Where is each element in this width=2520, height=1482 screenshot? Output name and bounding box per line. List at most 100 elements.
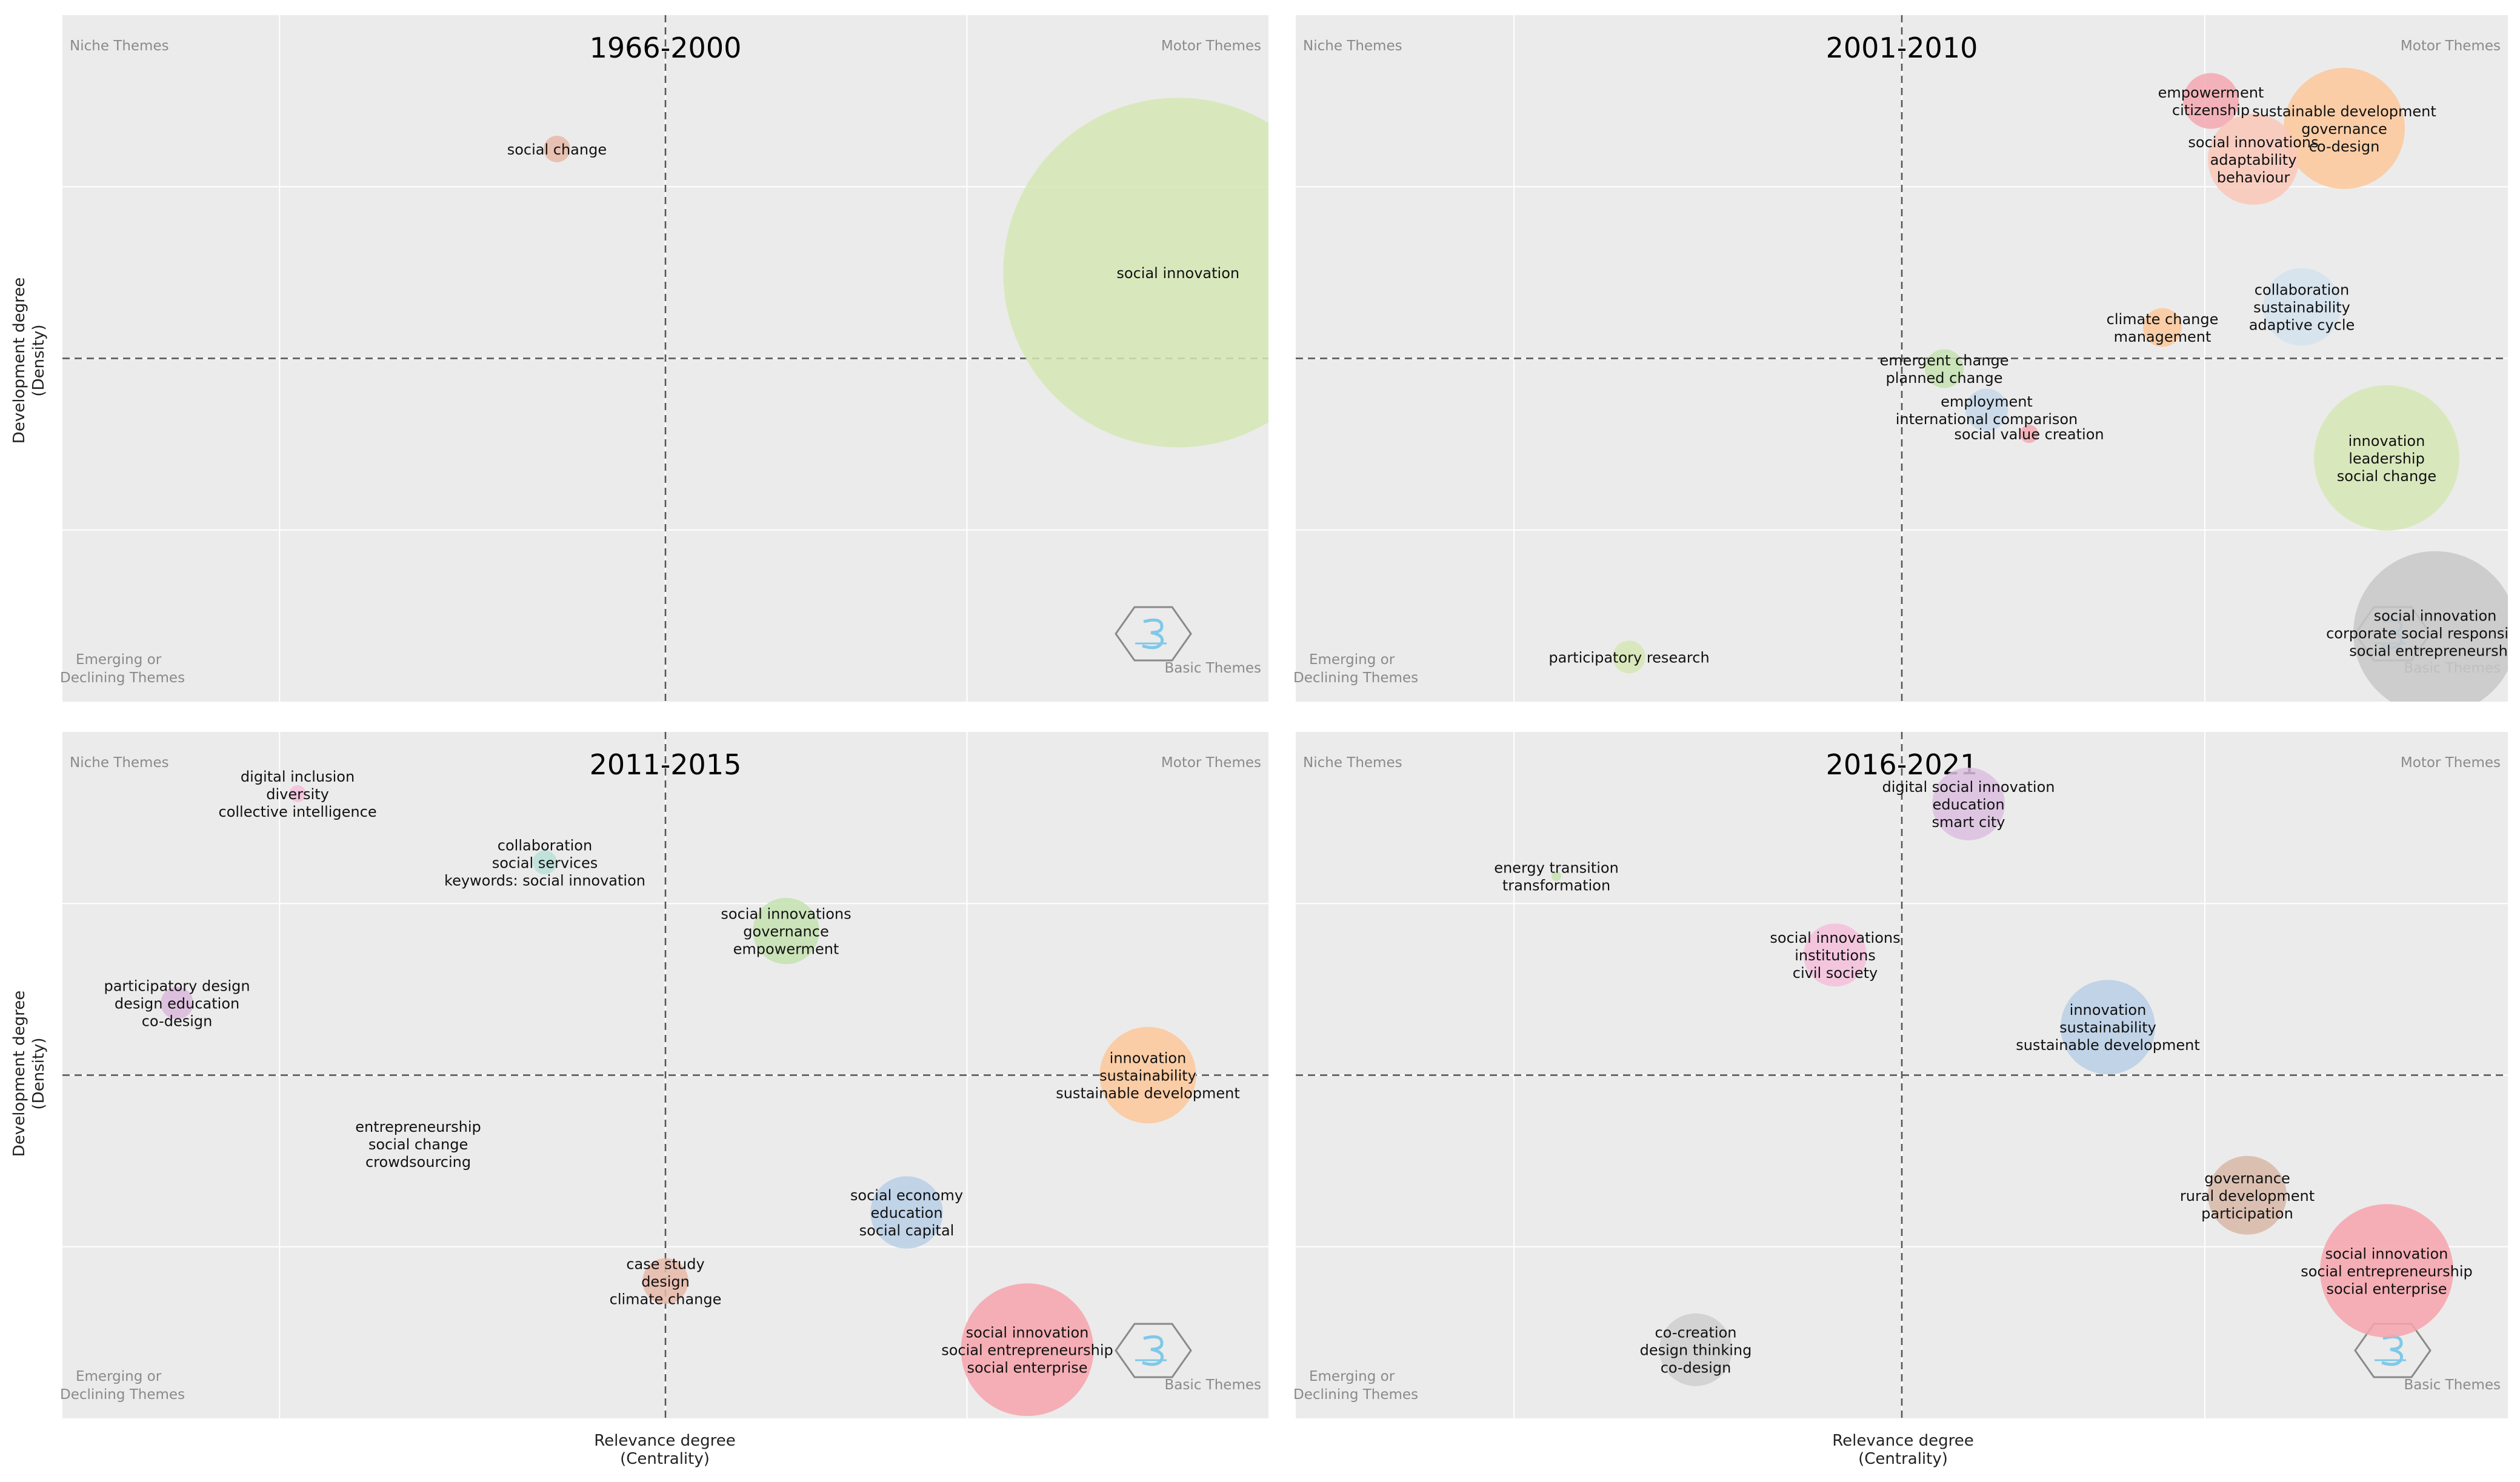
theme-label: smart city bbox=[1932, 814, 2005, 831]
theme-label: digital social innovation bbox=[1882, 779, 2055, 796]
theme-label: social innovation bbox=[966, 1324, 1089, 1341]
theme-label: emergent change bbox=[1880, 352, 2009, 369]
theme-bubble bbox=[1552, 871, 1561, 881]
theme-label: employment bbox=[1941, 393, 2033, 410]
theme-label: citizenship bbox=[2172, 102, 2250, 119]
logo-glyph bbox=[1142, 618, 1164, 650]
theme-label: adaptability bbox=[2210, 151, 2297, 168]
quadrant-label-emerging: Emerging or bbox=[1309, 652, 1395, 668]
theme-label: co-design bbox=[142, 1013, 213, 1030]
logo-hexagon bbox=[1115, 606, 1192, 662]
quadrant-label-declining: Declining Themes bbox=[1293, 670, 1418, 686]
bibliometrix-hexagon-logo bbox=[1115, 606, 1192, 662]
bubbles bbox=[161, 785, 1196, 1417]
theme-label: transformation bbox=[1502, 877, 1610, 894]
theme-bubble bbox=[1804, 923, 1867, 987]
theme-label: co-creation bbox=[1655, 1324, 1737, 1341]
theme-label: innovation bbox=[2348, 433, 2425, 450]
x-axis-label-right: Relevance degree bbox=[1832, 1432, 1974, 1450]
theme-label: social change bbox=[368, 1136, 468, 1153]
theme-label: management bbox=[2114, 328, 2212, 345]
theme-bubble bbox=[1613, 640, 1645, 674]
x-axis-sublabel-right: (Centrality) bbox=[1858, 1450, 1948, 1468]
theme-bubble bbox=[1003, 98, 1268, 448]
theme-label: governance bbox=[2204, 1170, 2290, 1187]
panel-4: Niche Themes Motor Themes Emerging or Decli… bbox=[1293, 732, 2508, 1418]
theme-bubble bbox=[533, 850, 557, 875]
bubbles bbox=[1552, 767, 2453, 1386]
theme-label: social entrepreneurship bbox=[2301, 1263, 2473, 1280]
theme-label: participation bbox=[2201, 1205, 2293, 1222]
theme-label: social change bbox=[2337, 468, 2436, 485]
y-axis-label-top: Development degree bbox=[10, 277, 28, 444]
theme-label: participatory research bbox=[1548, 649, 1709, 666]
theme-label: sustainable development bbox=[2252, 103, 2436, 120]
theme-label: social innovation bbox=[2374, 608, 2497, 625]
theme-label: design bbox=[641, 1273, 690, 1290]
theme-label: sustainable development bbox=[1056, 1085, 1240, 1102]
theme-label: sustainability bbox=[2253, 299, 2350, 316]
quadrant-label-emerging: Emerging or bbox=[1309, 1369, 1395, 1384]
theme-label: digital inclusion bbox=[241, 768, 355, 785]
theme-label: governance bbox=[2301, 121, 2387, 138]
theme-bubble bbox=[2208, 1155, 2287, 1235]
theme-bubble bbox=[2183, 73, 2239, 129]
theme-label: participatory design bbox=[104, 978, 250, 995]
theme-bubble bbox=[2061, 980, 2155, 1075]
theme-bubble bbox=[2143, 308, 2182, 347]
quadrant-label-basic: Basic Themes bbox=[1164, 660, 1261, 676]
theme-bubble bbox=[2314, 385, 2459, 531]
quadrant-label-emerging: Emerging or bbox=[76, 652, 162, 668]
theme-label: climate change bbox=[610, 1291, 722, 1308]
theme-label: adaptive cycle bbox=[2249, 317, 2355, 334]
theme-bubble bbox=[1925, 349, 1964, 388]
theme-bubble bbox=[2263, 268, 2341, 346]
theme-label: education bbox=[1932, 796, 2004, 813]
quadrant-label-motor: Motor Themes bbox=[1161, 755, 1261, 771]
theme-bubble bbox=[1965, 388, 2008, 431]
theme-label: co-design bbox=[2309, 138, 2380, 155]
theme-bubble bbox=[544, 136, 570, 162]
theme-label: case study bbox=[626, 1255, 704, 1272]
theme-bubble bbox=[1099, 1026, 1196, 1124]
theme-label: collaboration bbox=[2255, 282, 2349, 299]
theme-label: corporate social responsibility bbox=[2326, 625, 2520, 642]
y-axis-label-bottom: Development degree bbox=[10, 991, 28, 1157]
quadrant-label-niche: Niche Themes bbox=[1303, 38, 1402, 54]
theme-label: rural development bbox=[2180, 1188, 2315, 1205]
quadrant-label-basic: Basic Themes bbox=[2404, 1377, 2501, 1393]
theme-label: innovation bbox=[2070, 1002, 2147, 1018]
panel-title: 1966-2000 bbox=[590, 32, 742, 64]
theme-label: social entrepreneurship bbox=[2349, 643, 2520, 660]
theme-label: institutions bbox=[1795, 947, 1876, 964]
theme-label: social entrepreneurship bbox=[941, 1342, 1113, 1359]
theme-label: innovation bbox=[1110, 1050, 1187, 1067]
panels-group: Niche Themes Motor Themes Emerging or Decli… bbox=[60, 15, 2520, 1418]
theme-label: planned change bbox=[1886, 370, 2003, 387]
bubbles bbox=[544, 98, 1268, 448]
quadrant-label-declining: Declining Themes bbox=[1293, 1387, 1418, 1403]
x-axis-label-left: Relevance degree bbox=[594, 1432, 736, 1450]
bubbles bbox=[1613, 67, 2508, 702]
theme-bubble bbox=[870, 1176, 943, 1249]
theme-label: social enterprise bbox=[2326, 1280, 2447, 1297]
logo-hexagon bbox=[1115, 1323, 1192, 1378]
quadrant-label-niche: Niche Themes bbox=[70, 755, 169, 771]
bubble-labels: digital social innovationeducationsmart … bbox=[1494, 779, 2473, 1377]
quadrant-label-niche: Niche Themes bbox=[1303, 755, 1402, 771]
theme-label: social capital bbox=[859, 1222, 955, 1239]
theme-label: crowdsourcing bbox=[365, 1154, 471, 1171]
theme-bubble bbox=[161, 986, 193, 1020]
theme-bubble bbox=[961, 1283, 1094, 1417]
theme-label: climate change bbox=[2107, 311, 2219, 328]
theme-bubble bbox=[2320, 1204, 2453, 1338]
theme-label: social enterprise bbox=[967, 1360, 1087, 1377]
theme-label: social services bbox=[492, 854, 598, 871]
quadrant-label-motor: Motor Themes bbox=[2401, 755, 2501, 771]
theme-label: entrepreneurship bbox=[355, 1118, 481, 1135]
theme-bubble bbox=[289, 785, 306, 802]
theme-label: design thinking bbox=[1640, 1342, 1752, 1359]
theme-label: sustainability bbox=[1099, 1068, 1196, 1085]
theme-label: civil society bbox=[1793, 965, 1878, 982]
